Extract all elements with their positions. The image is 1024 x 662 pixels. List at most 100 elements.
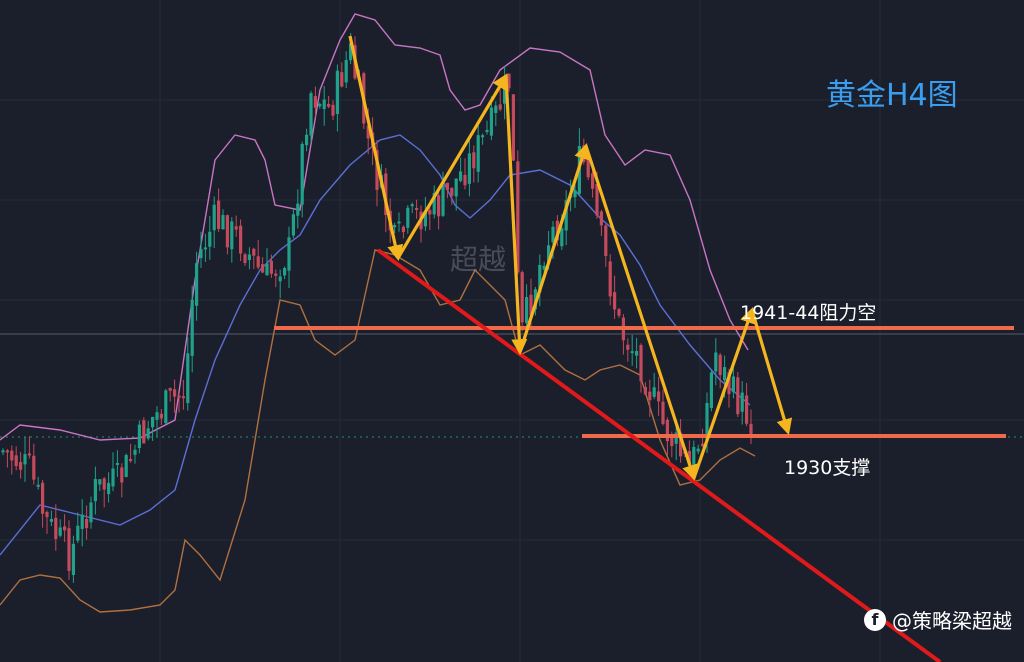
arrows [348, 35, 793, 482]
candle-body [85, 518, 89, 529]
candle-body [586, 158, 590, 178]
candle-body [542, 265, 546, 270]
candle-body [14, 455, 18, 467]
candle-body [71, 543, 75, 575]
candle-body [476, 135, 480, 172]
chart-title: 黄金H4图 [826, 78, 958, 113]
candle-body [41, 482, 45, 514]
candle-body [327, 103, 331, 107]
candle-body [45, 511, 49, 518]
move-arrow [518, 142, 590, 353]
candle-body [221, 215, 225, 230]
candle-body [309, 93, 313, 136]
candle-body [120, 467, 124, 483]
candle-body [80, 514, 84, 529]
candle-body [124, 455, 128, 477]
candle-body [107, 482, 111, 495]
candle-body [274, 273, 278, 276]
candle-body [525, 297, 529, 324]
candle-body [115, 462, 119, 465]
candle-body [467, 153, 471, 184]
candle-body [393, 224, 397, 228]
candle-body [340, 72, 344, 87]
candle-body [657, 391, 661, 402]
candle-body [674, 432, 678, 444]
candle-body [151, 416, 155, 428]
candle-body [423, 210, 427, 227]
bollinger-bands [0, 13, 756, 613]
candle-body [740, 392, 744, 412]
candle-body [639, 345, 643, 382]
candle-body [265, 263, 269, 276]
candle-body [489, 107, 493, 136]
move-arrow [584, 145, 698, 482]
candle-body [472, 152, 476, 169]
candle-body [225, 215, 229, 248]
candle-body [54, 517, 58, 540]
candle-body [168, 388, 172, 391]
candle-body [283, 267, 287, 276]
candle-body [256, 256, 260, 268]
candle-body [111, 468, 115, 487]
candle-body [591, 173, 595, 189]
candle-body [617, 309, 621, 316]
candle-body [608, 261, 612, 297]
candle-body [643, 387, 647, 395]
candle-body [736, 377, 740, 415]
candle-body [287, 237, 291, 271]
candle-body [142, 420, 146, 444]
candle-body [538, 264, 542, 293]
candle-body [186, 353, 190, 404]
resistance-label: 1941-44阻力空 [740, 302, 877, 324]
candle-body [247, 254, 251, 260]
candle-body [745, 395, 749, 424]
candle-body [635, 350, 639, 356]
candle-body [322, 99, 326, 110]
candle-body [23, 454, 27, 465]
move-arrow [348, 35, 404, 262]
candle-body [520, 272, 524, 323]
candle-body [133, 449, 137, 455]
brand: f @策略梁超越 [864, 605, 1012, 634]
candle-body [199, 249, 203, 259]
candle-body [32, 455, 36, 480]
candle-body [450, 187, 454, 196]
candle-body [560, 228, 564, 247]
candle-body [485, 129, 489, 132]
descending-trendline [376, 248, 942, 662]
move-arrow [692, 306, 756, 479]
candle-body [564, 200, 568, 231]
candle-body [212, 204, 216, 231]
candle-body [234, 226, 238, 230]
candle-body [318, 103, 322, 107]
candle-body [432, 192, 436, 215]
candle-body [516, 161, 520, 273]
candle-body [599, 211, 603, 226]
upper-band [0, 13, 749, 441]
candle-body [313, 96, 317, 108]
trendline [376, 248, 942, 662]
candle-body [181, 396, 185, 399]
candle-body [665, 419, 669, 442]
candle-body [203, 247, 207, 250]
candle-body [459, 171, 463, 181]
candle-body [463, 174, 467, 186]
candle-body [217, 200, 221, 229]
candle-body [195, 263, 199, 306]
candle-body [679, 432, 683, 457]
candle-body [723, 367, 727, 381]
candle-body [129, 458, 133, 461]
support-label: 1930支撑 [784, 457, 871, 479]
candle-body [300, 143, 304, 205]
candle-body [692, 446, 696, 471]
candle-body [243, 254, 247, 263]
candle-body [507, 73, 511, 89]
candle-body [137, 424, 141, 449]
candle-body [406, 207, 410, 228]
candle-body [98, 479, 102, 485]
candle-body [89, 502, 93, 523]
candle-body [410, 204, 414, 207]
candle-body [146, 428, 150, 439]
candle-body [731, 376, 735, 393]
